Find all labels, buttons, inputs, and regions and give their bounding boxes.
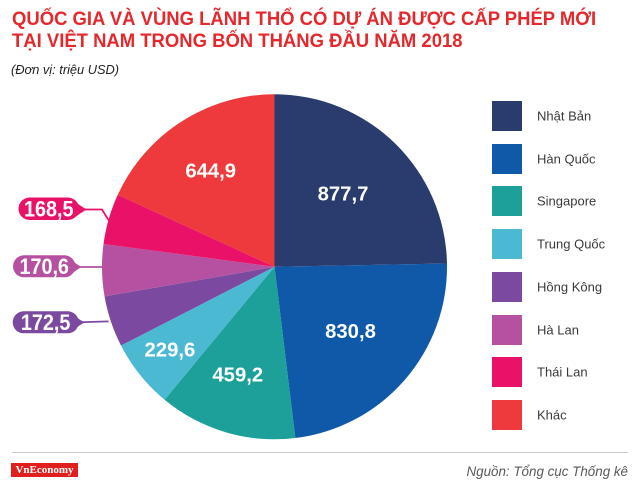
svg-text:830,8: 830,8 [325,321,376,343]
svg-text:170,6: 170,6 [19,255,69,279]
svg-text:229,6: 229,6 [145,339,196,361]
svg-text:459,2: 459,2 [212,365,263,387]
svg-text:644,9: 644,9 [185,160,236,182]
svg-text:877,7: 877,7 [318,183,369,205]
svg-text:172,5: 172,5 [21,311,71,335]
svg-text:168,5: 168,5 [24,198,74,222]
